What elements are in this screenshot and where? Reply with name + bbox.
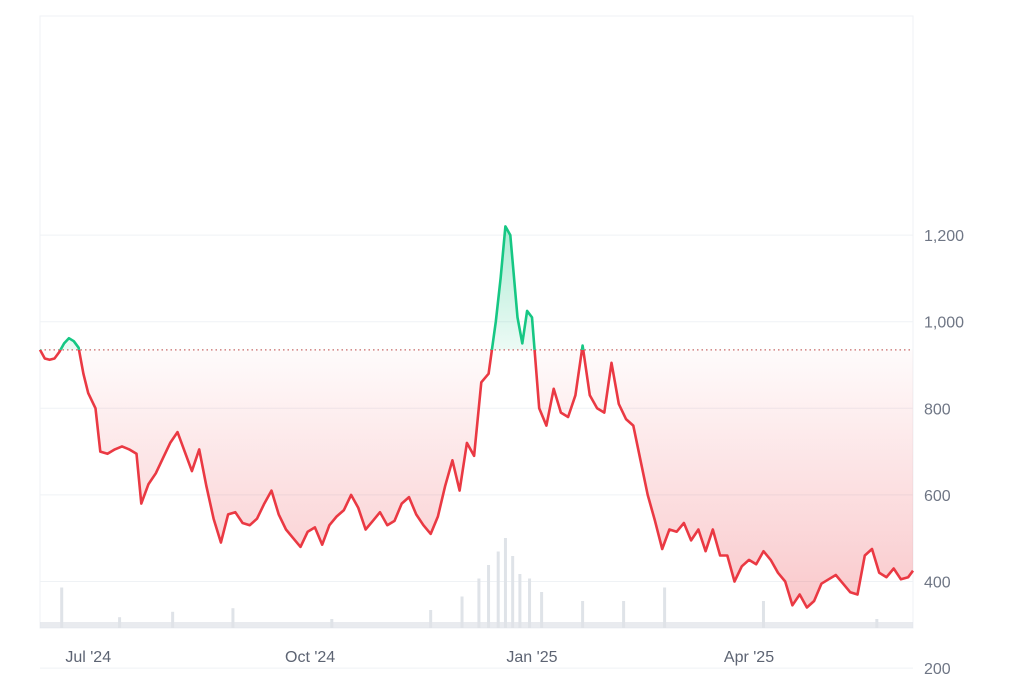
volume-bar (540, 592, 544, 628)
volume-bar (487, 565, 491, 628)
volume-bar (429, 610, 433, 628)
area-below-baseline (40, 349, 913, 608)
volume-bar (518, 574, 522, 628)
y-tick-label: 1,200 (924, 228, 964, 245)
volume-bars (40, 538, 913, 628)
x-tick-label: Oct '24 (285, 649, 335, 666)
volume-bar (496, 551, 500, 628)
x-tick-label: Jan '25 (506, 649, 557, 666)
price-line-below (38, 349, 915, 609)
volume-bar (528, 578, 532, 628)
y-tick-label: 1,000 (924, 315, 964, 332)
volume-bar (231, 608, 235, 628)
y-tick-label: 200 (924, 661, 951, 678)
x-axis: Jul '24 Oct '24 Jan '25 Apr '25 (65, 649, 774, 666)
area-fills (40, 226, 913, 608)
price-lines (38, 225, 915, 609)
volume-bar (663, 587, 667, 628)
y-tick-label: 800 (924, 401, 951, 418)
x-tick-label: Apr '25 (724, 649, 774, 666)
volume-bar (503, 538, 507, 628)
y-tick-label: 400 (924, 575, 951, 592)
volume-bar (511, 556, 515, 628)
y-tick-label: 600 (924, 488, 951, 505)
volume-bar (171, 611, 175, 628)
volume-bar (581, 601, 585, 628)
volume-bar (761, 601, 765, 628)
volume-floor (40, 622, 913, 628)
x-tick-label: Jul '24 (65, 649, 111, 666)
volume-bar (477, 578, 481, 628)
volume-bar (622, 601, 626, 628)
y-axis: 200 400 600 800 1,000 1,200 (924, 228, 964, 678)
volume-bar (460, 596, 464, 628)
volume-bar (60, 587, 64, 628)
